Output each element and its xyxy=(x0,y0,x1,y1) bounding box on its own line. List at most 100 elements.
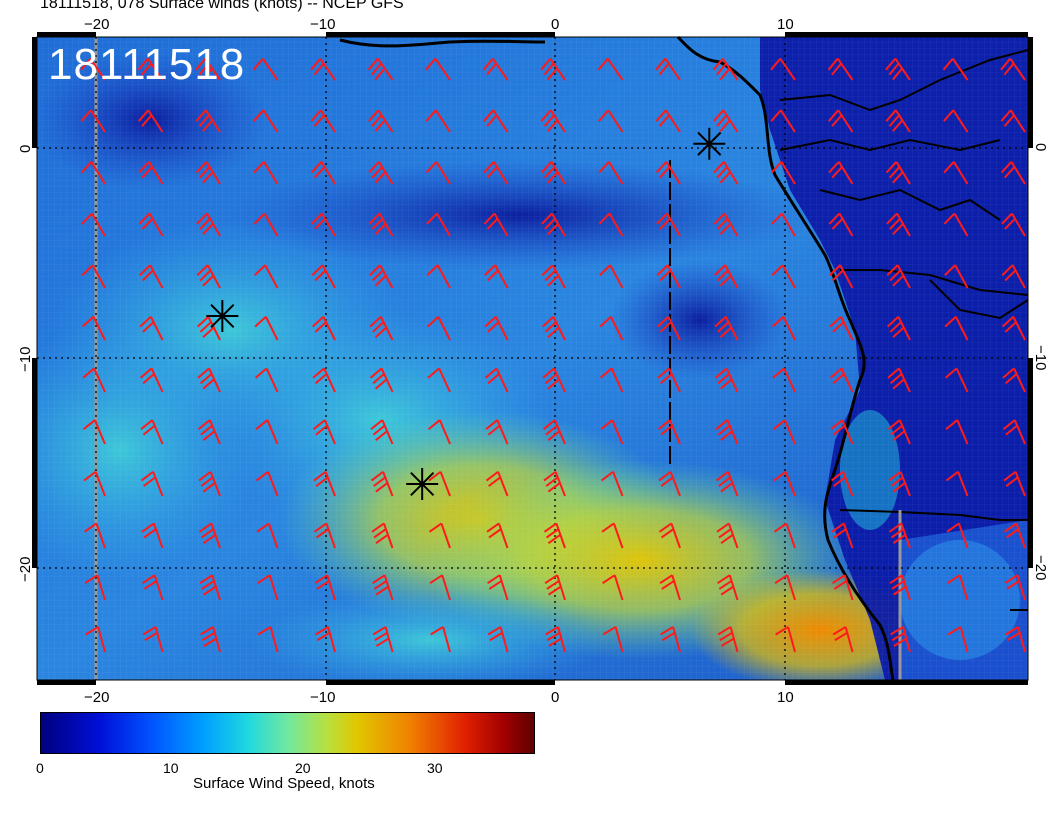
wind-barb xyxy=(657,419,681,445)
wind-speed-field xyxy=(37,37,1028,680)
wind-barb xyxy=(828,161,854,185)
wind-barb xyxy=(139,264,164,289)
wind-barb xyxy=(885,57,911,81)
colorbar-label-20: 20 xyxy=(295,760,311,776)
wind-barb xyxy=(542,367,566,393)
wind-barb xyxy=(943,212,969,237)
wind-barb xyxy=(540,57,566,81)
wind-barb xyxy=(829,264,854,289)
wind-barb xyxy=(253,212,279,237)
wind-barb xyxy=(141,522,164,549)
wind-barb xyxy=(484,316,509,341)
wind-barb xyxy=(772,367,796,393)
wind-barb xyxy=(482,57,509,81)
wind-barb xyxy=(425,161,451,185)
wind-barb xyxy=(829,316,854,341)
wind-barb xyxy=(371,522,394,549)
wind-barb xyxy=(486,522,509,549)
wind-barb xyxy=(886,212,911,237)
wind-barb xyxy=(1000,161,1026,185)
wind-barb xyxy=(540,109,566,133)
wind-barb xyxy=(828,212,854,237)
wind-barb xyxy=(771,316,796,341)
map-title: 18111518, 078 Surface winds (knots) -- N… xyxy=(40,0,404,12)
wind-barb xyxy=(83,522,106,549)
wind-barb xyxy=(138,212,164,237)
wind-barb xyxy=(483,212,509,237)
wind-barb xyxy=(888,470,911,497)
wind-barb xyxy=(311,316,336,341)
wind-barb xyxy=(829,367,854,393)
wind-barb xyxy=(140,470,164,497)
wind-barb xyxy=(253,109,279,133)
lat-label-right-1: 0 xyxy=(1032,143,1049,151)
wind-barb xyxy=(541,316,566,341)
wind-barb xyxy=(315,626,336,653)
graticule xyxy=(37,37,1028,680)
wind-barb xyxy=(945,470,969,497)
wind-barb xyxy=(426,264,451,289)
wind-barb xyxy=(252,57,279,81)
lat-label-right-3: −20 xyxy=(1032,555,1049,580)
lon-label-top-2: −10 xyxy=(310,16,335,33)
wind-barb xyxy=(1004,574,1026,601)
wind-barb xyxy=(944,264,969,289)
wind-barb xyxy=(771,264,796,289)
colorbar-label-10: 10 xyxy=(163,760,179,776)
wind-barb xyxy=(430,626,451,653)
wind-barb xyxy=(485,419,509,445)
wind-barb xyxy=(656,264,681,289)
wind-barb xyxy=(597,57,624,81)
wind-barb xyxy=(545,626,566,653)
wind-barb xyxy=(942,57,969,81)
wind-barb xyxy=(541,212,566,237)
coastline xyxy=(339,35,895,681)
wind-barb xyxy=(543,522,566,549)
wind-barb xyxy=(428,522,451,549)
wind-barb xyxy=(770,109,796,133)
wind-barb xyxy=(195,57,221,81)
wind-barb xyxy=(714,264,739,289)
wind-barb xyxy=(254,264,279,289)
wind-barb xyxy=(200,626,221,653)
wind-barb xyxy=(773,522,796,549)
lat-label-left-3: −20 xyxy=(17,557,34,582)
wind-barb xyxy=(80,161,106,185)
colorbar xyxy=(40,712,535,754)
wind-barb xyxy=(369,367,394,393)
lat-label-left-1: 0 xyxy=(17,145,34,153)
wind-barb xyxy=(770,161,796,185)
wind-barb xyxy=(198,522,221,549)
wind-barb xyxy=(426,316,451,341)
wind-barb xyxy=(544,574,566,601)
wind-barb xyxy=(139,367,164,393)
lon-label-top-1: −20 xyxy=(84,16,109,33)
wind-barb xyxy=(773,470,796,497)
wind-barb xyxy=(713,212,739,237)
wind-barb xyxy=(369,264,394,289)
wind-barb xyxy=(195,161,221,185)
wind-barb xyxy=(887,367,911,393)
wind-barb xyxy=(714,367,739,393)
wind-barb xyxy=(312,419,336,445)
wind-barb xyxy=(255,419,279,445)
wind-barb xyxy=(81,212,106,237)
wind-barb xyxy=(196,264,221,289)
wind-barb xyxy=(425,57,451,81)
wind-barb xyxy=(1001,264,1026,289)
wind-barb xyxy=(889,574,911,601)
wind-barb xyxy=(828,109,854,133)
wind-barb xyxy=(1000,109,1026,133)
wind-barb xyxy=(655,57,681,81)
wind-barb xyxy=(656,316,681,341)
wind-barb xyxy=(198,470,221,497)
wind-barb xyxy=(312,367,336,393)
wind-barb xyxy=(257,626,279,653)
lon-label-bottom-4: 10 xyxy=(777,689,794,706)
wind-barb xyxy=(1002,419,1026,445)
wind-barb xyxy=(254,367,279,393)
wind-barb xyxy=(483,161,509,185)
wind-barb xyxy=(370,470,394,497)
wind-barb xyxy=(602,574,624,601)
